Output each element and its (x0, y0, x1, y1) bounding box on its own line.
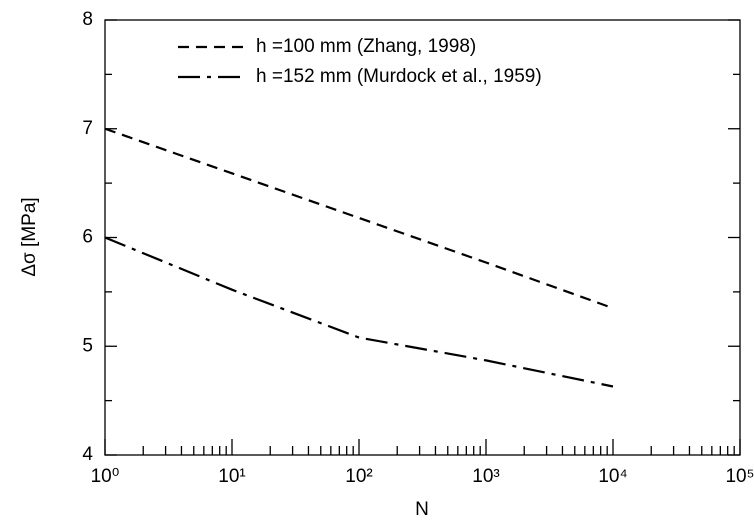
y-tick-label: 5 (82, 335, 93, 356)
x-axis-label: N (415, 499, 429, 520)
y-tick-label: 8 (82, 9, 93, 30)
legend-label: h =152 mm (Murdock et al., 1959) (256, 66, 542, 87)
data-line (104, 236, 614, 388)
x-tick-label: 10⁰ (91, 466, 120, 487)
x-tick-label: 10⁵ (725, 466, 754, 487)
x-tick-label: 10³ (472, 466, 499, 487)
x-tick-label: 10⁴ (598, 466, 627, 487)
y-tick-label: 7 (82, 118, 93, 139)
x-tick-label: 10² (345, 466, 372, 487)
y-tick-label: 6 (82, 227, 93, 248)
data-line (104, 127, 614, 310)
legend-label: h =100 mm (Zhang, 1998) (256, 36, 476, 57)
x-tick-label: 10¹ (218, 466, 245, 487)
y-tick-label: 4 (82, 444, 93, 465)
y-axis-label: Δσ [MPa] (19, 197, 40, 276)
